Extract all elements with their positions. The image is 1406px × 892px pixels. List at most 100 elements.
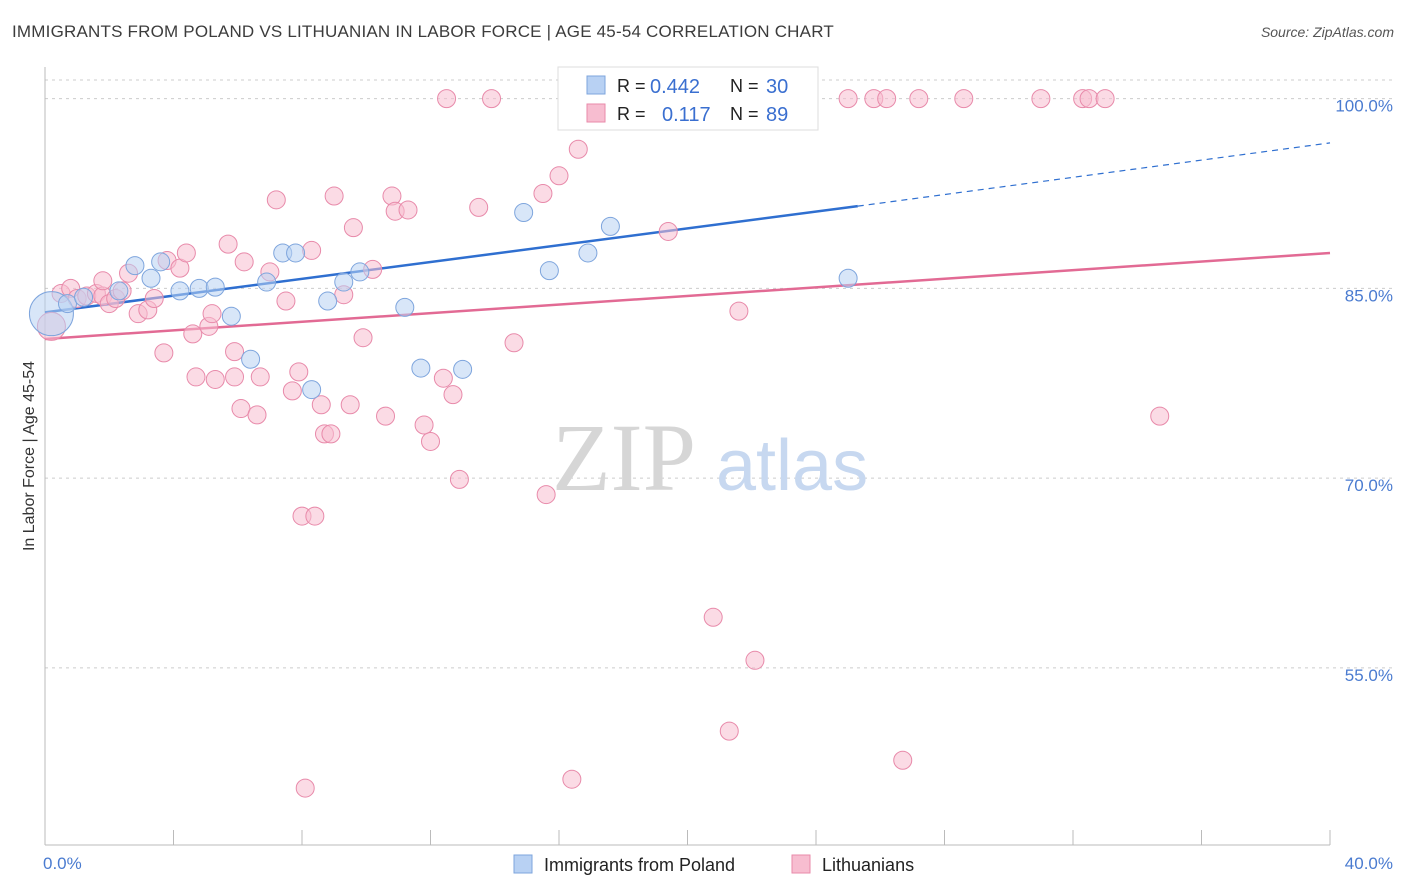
point-lithuanians xyxy=(282,381,302,401)
point-lithuanians xyxy=(186,367,206,387)
point-lithuanians xyxy=(568,139,588,159)
point-lithuanians xyxy=(533,184,553,204)
point-lithuanians xyxy=(225,367,245,387)
point-poland xyxy=(151,252,171,272)
point-poland xyxy=(395,297,415,317)
point-lithuanians xyxy=(234,252,254,272)
point-lithuanians xyxy=(183,324,203,344)
point-lithuanians xyxy=(144,289,164,309)
point-poland xyxy=(189,278,209,298)
point-lithuanians xyxy=(1079,89,1099,109)
legend-r-label-2: R = xyxy=(617,104,646,124)
y-tick-label: 100.0% xyxy=(1335,97,1393,116)
point-lithuanians xyxy=(421,431,440,451)
point-lithuanians xyxy=(745,650,765,670)
legend-n-value-1: 30 xyxy=(766,76,788,98)
point-lithuanians xyxy=(954,89,974,109)
point-lithuanians xyxy=(276,291,296,311)
legend-n-value-2: 89 xyxy=(766,104,788,126)
point-lithuanians xyxy=(305,506,325,526)
legend-stats: R = 0.442 N = 30 R = 0.117 N = 89 xyxy=(557,66,819,131)
point-lithuanians xyxy=(247,405,267,425)
point-lithuanians xyxy=(205,369,225,389)
point-lithuanians xyxy=(443,385,463,405)
point-lithuanians xyxy=(549,166,569,186)
y-tick-label: 70.0% xyxy=(1345,476,1393,495)
point-poland xyxy=(109,281,129,301)
point-lithuanians xyxy=(340,395,360,415)
point-lithuanians xyxy=(231,399,251,419)
point-lithuanians xyxy=(437,89,457,109)
point-lithuanians xyxy=(398,200,418,220)
point-lithuanians xyxy=(343,218,363,238)
point-poland xyxy=(411,358,431,378)
point-lithuanians xyxy=(449,469,469,489)
point-lithuanians xyxy=(266,190,286,210)
legend-swatch-pink xyxy=(586,103,606,123)
legend-bottom-swatch-pink xyxy=(791,854,811,874)
point-lithuanians xyxy=(289,362,309,382)
point-lithuanians xyxy=(321,424,341,444)
point-lithuanians xyxy=(719,721,739,741)
legend-r-value-1: 0.442 xyxy=(650,76,700,98)
legend-r-label-1: R = xyxy=(617,76,646,96)
point-lithuanians xyxy=(893,750,913,770)
point-poland xyxy=(221,306,241,326)
point-poland xyxy=(838,268,858,288)
watermark-atlas: atlas xyxy=(716,426,868,506)
axes xyxy=(44,67,1331,846)
y-tick-label: 55.0% xyxy=(1345,666,1393,685)
point-lithuanians xyxy=(302,240,322,260)
legend-n-label-1: N = xyxy=(730,76,759,96)
point-poland xyxy=(578,243,598,263)
y-axis-title: In Labor Force | Age 45-54 xyxy=(21,361,38,551)
legend-series-lithuanians: Lithuanians xyxy=(822,855,914,875)
point-lithuanians xyxy=(1150,406,1170,426)
point-poland xyxy=(318,291,338,311)
legend-swatch-blue xyxy=(586,75,606,95)
point-poland xyxy=(350,262,370,282)
point-poland xyxy=(539,261,559,281)
point-lithuanians xyxy=(562,769,582,789)
point-poland xyxy=(74,287,94,307)
x-tick-label: 0.0% xyxy=(43,854,82,873)
point-poland xyxy=(334,272,354,292)
point-lithuanians xyxy=(1031,89,1051,109)
legend-bottom-swatch-blue xyxy=(513,854,533,874)
grid-lines xyxy=(45,79,1394,669)
point-lithuanians xyxy=(703,607,723,627)
point-poland xyxy=(141,268,161,288)
point-poland xyxy=(286,243,306,263)
point-poland xyxy=(205,277,225,297)
point-lithuanians xyxy=(93,271,113,291)
trend-line-lithuanians xyxy=(44,251,1331,341)
point-poland xyxy=(257,272,277,292)
x-tick-label: 40.0% xyxy=(1345,854,1393,873)
point-lithuanians xyxy=(295,778,315,798)
point-lithuanians xyxy=(414,415,434,435)
point-lithuanians xyxy=(838,89,858,109)
point-lithuanians xyxy=(877,89,897,109)
point-poland xyxy=(302,380,322,400)
point-lithuanians xyxy=(202,304,222,324)
point-lithuanians xyxy=(324,186,344,206)
legend-series-poland: Immigrants from Poland xyxy=(544,855,735,875)
point-lithuanians xyxy=(658,221,678,241)
point-lithuanians xyxy=(469,197,489,217)
legend-series: Immigrants from Poland Lithuanians xyxy=(513,854,914,875)
point-lithuanians xyxy=(1095,89,1115,109)
point-lithuanians xyxy=(154,343,174,363)
point-lithuanians xyxy=(218,234,238,254)
source-label: Source: ZipAtlas.com xyxy=(1260,24,1394,40)
legend-r-value-2: 0.117 xyxy=(662,104,711,126)
tick-labels: 55.0% 70.0% 85.0% 100.0% 0.0% 40.0% xyxy=(43,97,1393,873)
point-lithuanians xyxy=(376,406,396,426)
chart-title: IMMIGRANTS FROM POLAND VS LITHUANIAN IN … xyxy=(12,22,834,41)
point-poland xyxy=(514,202,534,222)
trend-line-poland-extension xyxy=(857,142,1331,207)
legend-n-label-2: N = xyxy=(730,104,759,124)
watermark: ZIP atlas xyxy=(552,404,868,511)
point-poland xyxy=(170,281,190,301)
point-poland xyxy=(241,349,261,369)
